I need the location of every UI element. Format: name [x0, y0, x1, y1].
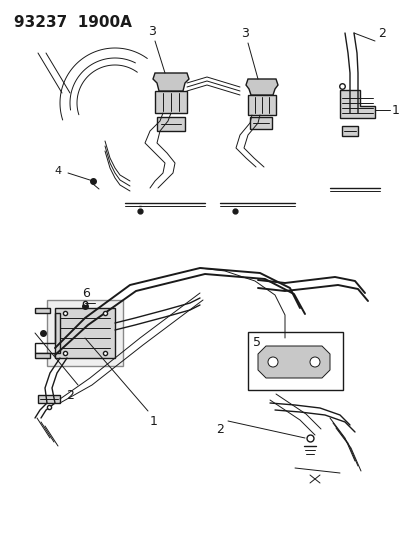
Text: 4: 4 — [55, 166, 62, 176]
Polygon shape — [257, 346, 329, 378]
Text: 2: 2 — [66, 389, 74, 402]
Polygon shape — [157, 117, 185, 131]
Text: 3: 3 — [148, 25, 156, 38]
Polygon shape — [35, 308, 50, 313]
Bar — [247, 332, 342, 390]
Polygon shape — [341, 126, 357, 136]
Polygon shape — [154, 91, 187, 113]
Polygon shape — [47, 300, 123, 366]
Text: 1: 1 — [150, 415, 157, 428]
Text: 93237  1900A: 93237 1900A — [14, 15, 132, 30]
Polygon shape — [249, 117, 271, 129]
Polygon shape — [247, 95, 275, 115]
Polygon shape — [35, 353, 50, 358]
Polygon shape — [245, 79, 277, 95]
Circle shape — [267, 357, 277, 367]
Text: 6: 6 — [82, 287, 90, 300]
Circle shape — [309, 357, 319, 367]
Text: 3: 3 — [240, 27, 248, 40]
Polygon shape — [38, 395, 60, 403]
Polygon shape — [55, 308, 115, 358]
Polygon shape — [339, 90, 374, 118]
Text: 5: 5 — [252, 336, 260, 349]
Text: 1: 1 — [391, 103, 399, 117]
Polygon shape — [153, 73, 189, 91]
Text: 2: 2 — [377, 27, 385, 40]
Text: 2: 2 — [216, 423, 223, 436]
